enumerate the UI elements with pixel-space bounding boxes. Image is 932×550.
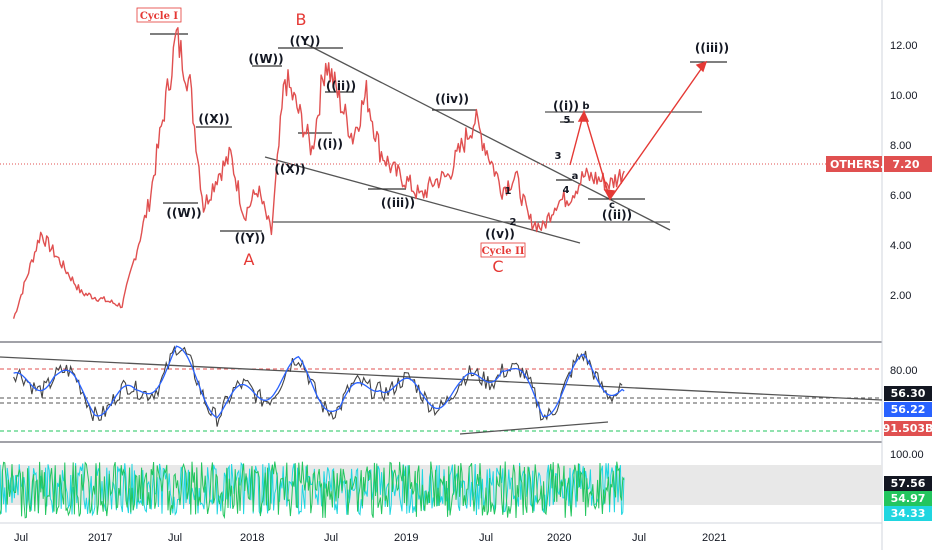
time-tick: 2020 bbox=[547, 532, 571, 544]
time-tick: 2017 bbox=[88, 532, 112, 544]
wave-label-1: 1 bbox=[505, 186, 512, 197]
time-tick: Jul bbox=[168, 532, 182, 544]
symbol-label: OTHERS.D bbox=[830, 158, 893, 171]
wave-label-x-lower: ((X)) bbox=[274, 162, 305, 176]
wave-label-cycle-i: Cycle I bbox=[140, 11, 179, 22]
time-tick: 2018 bbox=[240, 532, 264, 544]
indicator1-panel: 80.00 56.30 56.22 91.503B bbox=[0, 345, 932, 436]
price-tick: 4.00 bbox=[890, 240, 911, 252]
price-tick: 12.00 bbox=[890, 40, 918, 52]
indicator1-signal-bg bbox=[884, 402, 932, 417]
projection-path bbox=[569, 60, 708, 201]
upper-trendline bbox=[305, 43, 671, 231]
indicator2-value-1: 57.56 bbox=[891, 477, 926, 490]
wave-label-b: B bbox=[296, 10, 307, 29]
wave-label-iii-target: ((iii)) bbox=[695, 41, 729, 55]
last-price-badge: OTHERS.D 7.20 bbox=[826, 156, 932, 172]
wave-label-iii: ((iii)) bbox=[381, 196, 415, 210]
time-tick: 2021 bbox=[702, 532, 726, 544]
indicator1-value-bg bbox=[884, 386, 932, 401]
indicator1-volume: 91.503B bbox=[883, 422, 932, 435]
indicator1-trendline bbox=[0, 356, 883, 401]
time-tick: Jul bbox=[324, 532, 338, 544]
indicator1-signal: 56.22 bbox=[891, 403, 926, 416]
wave-label-a-small: a bbox=[572, 171, 579, 182]
indicator2-tick: 100.00 bbox=[890, 449, 924, 461]
wave-label-i: ((i)) bbox=[317, 137, 343, 151]
price-axis: 12.00 10.00 8.00 6.00 4.00 2.00 bbox=[890, 40, 918, 302]
indicator1-volume-bg bbox=[884, 421, 932, 436]
wave-label-3: 3 bbox=[555, 151, 562, 162]
wave-label-c: C bbox=[492, 257, 503, 276]
arrow-head-icon bbox=[603, 189, 616, 201]
price-series-line bbox=[12, 27, 625, 319]
price-tick: 8.00 bbox=[890, 140, 911, 152]
cycle-ii-box bbox=[480, 242, 526, 258]
wave-label-c-small: c bbox=[609, 200, 615, 211]
wave-label-w-minor: ((W)) bbox=[166, 206, 201, 220]
wave-label-i-current: ((i)) bbox=[553, 99, 579, 113]
time-tick: 2019 bbox=[394, 532, 418, 544]
wave-label-4: 4 bbox=[563, 185, 570, 196]
wave-label-5: 5 bbox=[564, 115, 571, 126]
arrow-head-icon bbox=[577, 110, 590, 122]
wave-label-cycle-ii: Cycle II bbox=[482, 246, 525, 257]
wave-label-ii-current: ((ii)) bbox=[602, 208, 632, 222]
time-axis: Jul 2017 Jul 2018 Jul 2019 Jul 2020 Jul … bbox=[14, 532, 726, 544]
wave-label-y-major: ((Y)) bbox=[290, 34, 321, 48]
wave-label-x-upper: ((X)) bbox=[198, 112, 229, 126]
wave-label-w-major: ((W)) bbox=[248, 52, 283, 66]
projection-line bbox=[569, 61, 707, 201]
indicator2-value-bg bbox=[884, 476, 932, 491]
wave-label-ii: ((ii)) bbox=[326, 79, 356, 93]
time-tick: Jul bbox=[632, 532, 646, 544]
wave-markers bbox=[150, 33, 727, 232]
panel-separators bbox=[0, 0, 883, 550]
indicator1-support bbox=[459, 421, 609, 435]
symbol-badge-bg bbox=[826, 156, 882, 172]
lower-trendline bbox=[264, 156, 581, 244]
arrow-head-icon bbox=[695, 60, 708, 73]
wave-labels: Cycle I B ((Y)) ((W)) ((ii)) ((X)) ((i))… bbox=[136, 7, 729, 276]
indicator1-tick: 80.00 bbox=[890, 365, 918, 377]
price-tick: 10.00 bbox=[890, 90, 918, 102]
indicator1-value: 56.30 bbox=[891, 387, 926, 400]
wave-label-y-minor: ((Y)) bbox=[235, 231, 266, 245]
wave-label-a: A bbox=[244, 250, 255, 269]
indicator2-panel: 100.00 57.56 54.97 34.33 bbox=[0, 449, 932, 521]
time-tick: Jul bbox=[479, 532, 493, 544]
indicator1-line bbox=[13, 345, 625, 419]
indicator2-value-3-bg bbox=[884, 506, 932, 521]
price-tick: 6.00 bbox=[890, 190, 911, 202]
time-tick: Jul bbox=[14, 532, 28, 544]
cycle-i-box bbox=[136, 7, 182, 23]
wave-label-v: ((v)) bbox=[485, 227, 515, 241]
wave-label-2: 2 bbox=[510, 217, 517, 228]
price-tick: 2.00 bbox=[890, 290, 911, 302]
wave-label-b-small: b bbox=[582, 101, 589, 112]
last-value-label: 7.20 bbox=[892, 158, 919, 171]
indicator2-value-2: 54.97 bbox=[891, 492, 926, 505]
indicator2-value-3: 34.33 bbox=[891, 507, 926, 520]
wave-label-iv: ((iv)) bbox=[435, 92, 469, 106]
indicator2-value-2-bg bbox=[884, 491, 932, 506]
last-value-badge-bg bbox=[884, 156, 932, 172]
indicator2-line bbox=[0, 461, 625, 520]
